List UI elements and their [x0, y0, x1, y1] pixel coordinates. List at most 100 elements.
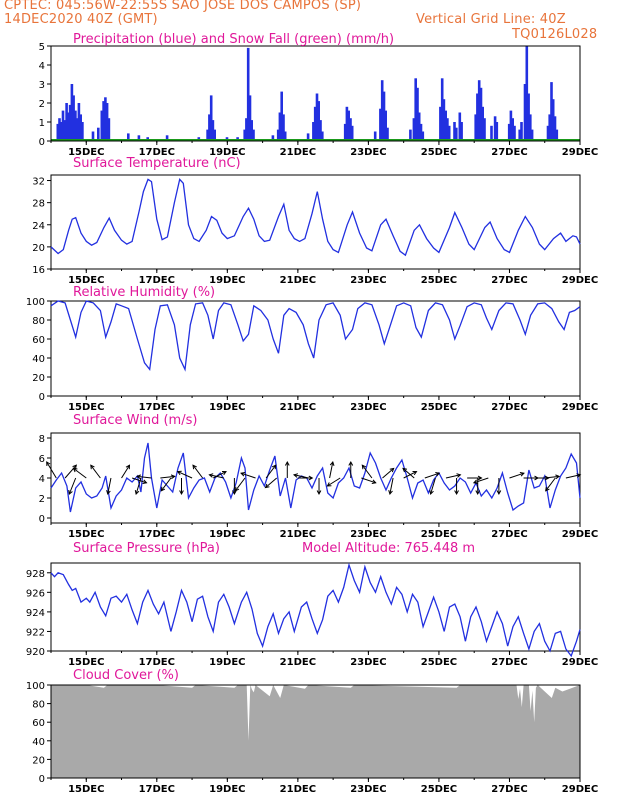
precip-bar [447, 125, 451, 141]
y-tick-label: 4 [39, 61, 45, 72]
x-tick-label: 19DEC [209, 275, 245, 286]
x-tick-label: 29DEC [562, 402, 598, 413]
y-tick-label: 20 [32, 373, 45, 384]
precip-bar [347, 110, 350, 141]
y-tick-label: 20 [32, 243, 45, 254]
precip-bar [509, 110, 513, 141]
precip-bar [252, 129, 255, 141]
precip-bar [419, 123, 423, 141]
precip-bar [555, 129, 559, 141]
panel-title-humidity: Relative Humidity (%) [73, 285, 215, 300]
wind-arrow [192, 464, 204, 479]
y-tick-label: 0 [39, 514, 45, 525]
wind-arrow [90, 464, 101, 479]
precip-bar [81, 122, 84, 141]
x-tick-label: 27DEC [491, 529, 527, 540]
wind-arrow [430, 477, 436, 495]
wind-arrow-head [106, 490, 111, 496]
x-tick-label: 25DEC [421, 657, 457, 668]
wind-arrow-head [412, 471, 418, 476]
x-tick-label: 23DEC [350, 784, 386, 795]
wind-arrow-head [454, 490, 459, 496]
x-tick-label: 15DEC [68, 275, 104, 286]
y-tick-label: 926 [26, 588, 45, 599]
y-tick-label: 32 [32, 177, 45, 188]
precip-bar [477, 80, 481, 141]
precip-bar [409, 129, 412, 141]
y-tick-label: 24 [32, 221, 45, 232]
precip-bar [417, 112, 421, 141]
wind-arrow-head [371, 479, 377, 484]
precip-bar [282, 114, 285, 141]
wind-arrow-head [264, 483, 270, 489]
panel-frame-pressure [50, 562, 581, 652]
precip-bar [67, 112, 70, 141]
wind-arrow [121, 464, 130, 479]
x-tick-label: 17DEC [139, 402, 175, 413]
precip-bar [211, 120, 215, 141]
panel-title-precip: Precipitation (blue) and Snow Fall (gree… [73, 32, 394, 47]
x-tick-label: 19DEC [209, 402, 245, 413]
y-tick-label: 8 [39, 434, 45, 445]
precip-bar [75, 118, 79, 141]
precip-bar [58, 118, 61, 141]
precip-bar [446, 118, 449, 141]
precip-bar [380, 80, 384, 141]
precip-bar [525, 46, 529, 141]
wind-arrow-head [326, 482, 332, 487]
precip-bar [553, 116, 557, 141]
precip-bar [56, 123, 60, 141]
wind-arrow [402, 468, 415, 479]
wind-arrow [265, 464, 277, 479]
wind-arrow-head [136, 474, 141, 480]
precip-bar [97, 127, 100, 141]
precip-bar [440, 78, 444, 141]
precip-bar [493, 116, 497, 141]
wind-arrow [131, 477, 147, 484]
wind-arrow-head [545, 486, 550, 492]
precip-bar [444, 110, 447, 141]
wind-arrow [73, 467, 87, 479]
wind-arrow-head [271, 464, 277, 470]
wind-arrow [445, 474, 461, 479]
x-tick-label: 25DEC [421, 402, 457, 413]
wind-arrow [240, 472, 256, 479]
x-tick-label: 21DEC [280, 275, 316, 286]
precip-bar [518, 129, 521, 141]
panel-title-temperature: Surface Temperature (nC) [73, 156, 241, 171]
precip-bar [551, 99, 555, 141]
precip-bar [278, 112, 282, 141]
precip-bar [165, 135, 169, 141]
wind-arrow-head [477, 475, 483, 481]
precip-bar [527, 93, 530, 141]
precip-bar [458, 112, 462, 141]
x-tick-label: 17DEC [139, 784, 175, 795]
precip-bar [315, 93, 319, 141]
precip-bar [529, 114, 532, 141]
x-tick-label: 21DEC [280, 657, 316, 668]
wind-arrow-head [402, 467, 408, 473]
wind-arrow [265, 477, 278, 488]
x-tick-label: 19DEC [209, 657, 245, 668]
wind-arrow-head [176, 470, 182, 476]
panel-title-pressure: Surface Pressure (hPa) [73, 541, 220, 556]
y-tick-label: 0 [39, 137, 45, 148]
wind-arrow-head [68, 489, 73, 495]
wind-arrow-head [472, 479, 478, 484]
header-date: 14DEC2020 40Z (GMT) [4, 12, 158, 27]
panel-frame-cloud [50, 684, 581, 779]
y-tick-label: 80 [32, 316, 45, 327]
x-tick-label: 21DEC [280, 784, 316, 795]
y-tick-label: 920 [26, 647, 45, 658]
wind-arrow [382, 468, 395, 479]
wind-arrow-head [308, 475, 314, 481]
wind-arrow-head [221, 471, 227, 476]
wind-arrow [389, 477, 394, 495]
panel-title-wind: Surface Wind (m/s) [73, 413, 197, 428]
y-tick-label: 3 [39, 80, 45, 91]
wind-arrow-head [519, 472, 525, 477]
panel-frame-precip [50, 45, 581, 142]
wind-arrow-head [435, 472, 441, 477]
precip-bar [206, 129, 209, 141]
precip-bar [243, 129, 246, 141]
